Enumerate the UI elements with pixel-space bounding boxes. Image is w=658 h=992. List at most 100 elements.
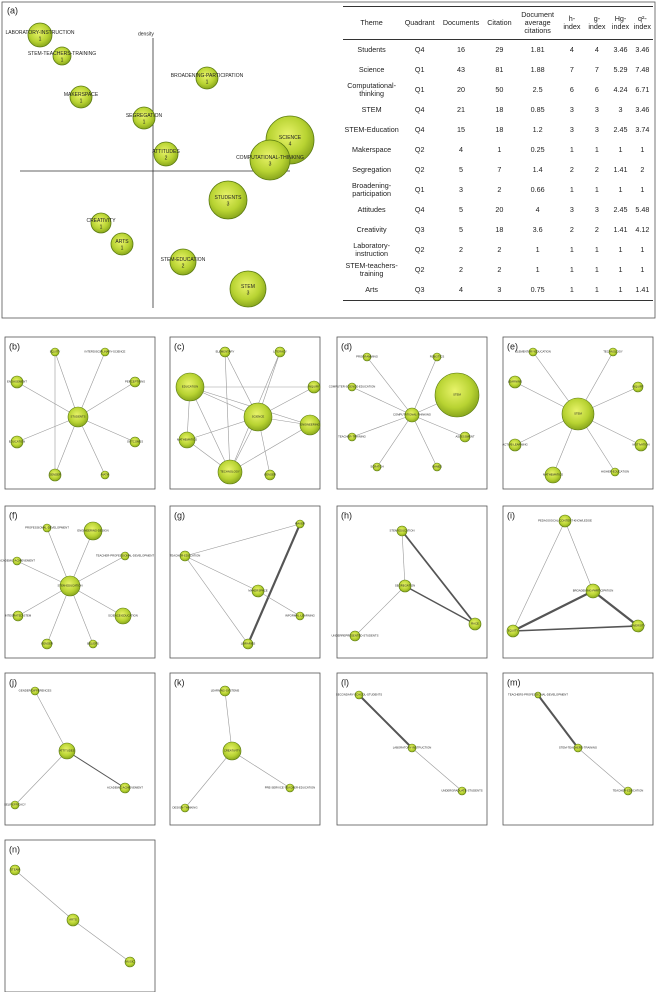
edge [564,520,594,592]
node [243,402,273,432]
table-cell: 2 [497,184,502,194]
edge [16,381,79,418]
node [251,584,265,598]
table-cell: 3 [618,104,623,114]
edge [411,414,438,468]
axis-label: density [138,31,154,37]
node [219,685,231,697]
table-cell: 1 [594,244,599,254]
network-panel: (h) SEGREGATION STEM-EDUCATION RACE UNDERREP… [332,505,488,659]
edge [189,386,231,473]
table-cell: 1.2 [532,124,543,134]
node-label: TECHNOLOGY [220,470,240,474]
table-cell: 3 [482,280,516,301]
table-row: Makerspace Q2 4 1 0.25 1 1 1 1 [343,140,653,160]
table-cell: 2 [497,264,502,274]
node-label: LABORATORY-INSTRUCTION [393,746,432,750]
column-header: Document average citations [515,6,560,40]
node-label: MAKER [295,522,305,526]
node [457,786,467,796]
table-cell: 5 [459,204,464,214]
node-label: MATH [101,473,109,477]
bubble-label: ATTITUDES [152,149,180,155]
node [432,352,442,362]
theme-bubble [52,46,72,66]
table-cell: 1.81 [530,44,545,54]
node [534,691,542,699]
node [354,690,364,700]
panel-label: (b) [9,341,20,351]
panel-frame [169,505,321,659]
bubble-value: 2 [182,263,185,269]
network-panel: (n) STEAM ARTS MUSIC [4,839,156,992]
table-cell: 4 [594,44,599,54]
table-cell: 1 [594,184,599,194]
table-cell: Science [358,64,385,74]
node [432,462,442,472]
edge [366,356,413,416]
table-cell: Q2 [414,244,425,254]
table-cell: Q4 [414,124,425,134]
node [398,579,412,593]
node-label: STEM [574,412,582,416]
node [404,407,420,423]
table-row: STEM-Education Q4 15 18 1.2 3 3 2.45 3.74 [343,120,653,140]
node [178,431,196,449]
theme-bubble [27,22,53,48]
node-label: SEGREGATION [395,584,415,588]
edge [351,386,413,416]
bubble-label: SEGREGATION [126,113,163,119]
table-cell: Makerspace [352,144,392,154]
panel-frame [4,839,156,992]
node-label: RACE [471,622,479,626]
network-panel: (f) STEM-EDUCATION PROFESSIONAL-DEVELOPMEN… [0,505,156,659]
node-label: CREATIVITY [224,749,240,753]
table-cell: Q4 [414,104,425,114]
node [129,376,141,388]
node-label: PROFESSIONAL-DEVELOPMENT [25,526,69,530]
table-cell: 3 [594,124,599,134]
table-cell: 7 [497,164,502,174]
table-cell: 5.48 [635,204,650,214]
table-cell: 1 [497,144,502,154]
node-label: MATHEMATICS [177,438,197,442]
table-cell: 1 [640,244,645,254]
node-label: INFORMAL-LEARNING [285,614,315,618]
node-label: GAMES [432,465,442,469]
column-header: q²-index [631,6,653,40]
theme-bubble [110,232,134,256]
node [585,583,601,599]
table-cell: 1.41 [613,224,628,234]
edge [358,694,413,749]
node-label: MATHEMATICS [543,473,563,477]
node [120,551,130,561]
edge [69,585,94,645]
edge [72,919,131,963]
theme-bubble [69,85,93,109]
bubble-label: STEM-TEACHERS-TRAINING [28,51,96,57]
edge [411,414,466,438]
node [468,617,482,631]
node-label: EDUCATION [9,440,25,444]
table-cell: 3 [569,104,574,114]
edge [401,530,406,587]
table-row: Attitudes Q4 5 20 4 3 3 2.45 5.48 [343,200,653,220]
node [58,742,76,760]
table-cell: 1.41 [613,164,628,174]
column-header: Quadrant [400,6,440,40]
bubble-label: ARTS [115,239,129,245]
edge [54,351,79,418]
bubble-label: STEM-EDUCATION [161,257,206,263]
node-label: DESIGN-THINKING [172,806,197,810]
bubble-label: SCIENCE [279,135,302,141]
node [561,397,595,431]
table-cell: Attitudes [357,204,386,214]
node [407,743,417,753]
edge [14,750,68,806]
node-label: STEAM [10,868,20,872]
node-label: STEM [453,393,461,397]
node [83,521,103,541]
table-cell: Q2 [414,164,425,174]
table-cell: 18 [495,224,504,234]
